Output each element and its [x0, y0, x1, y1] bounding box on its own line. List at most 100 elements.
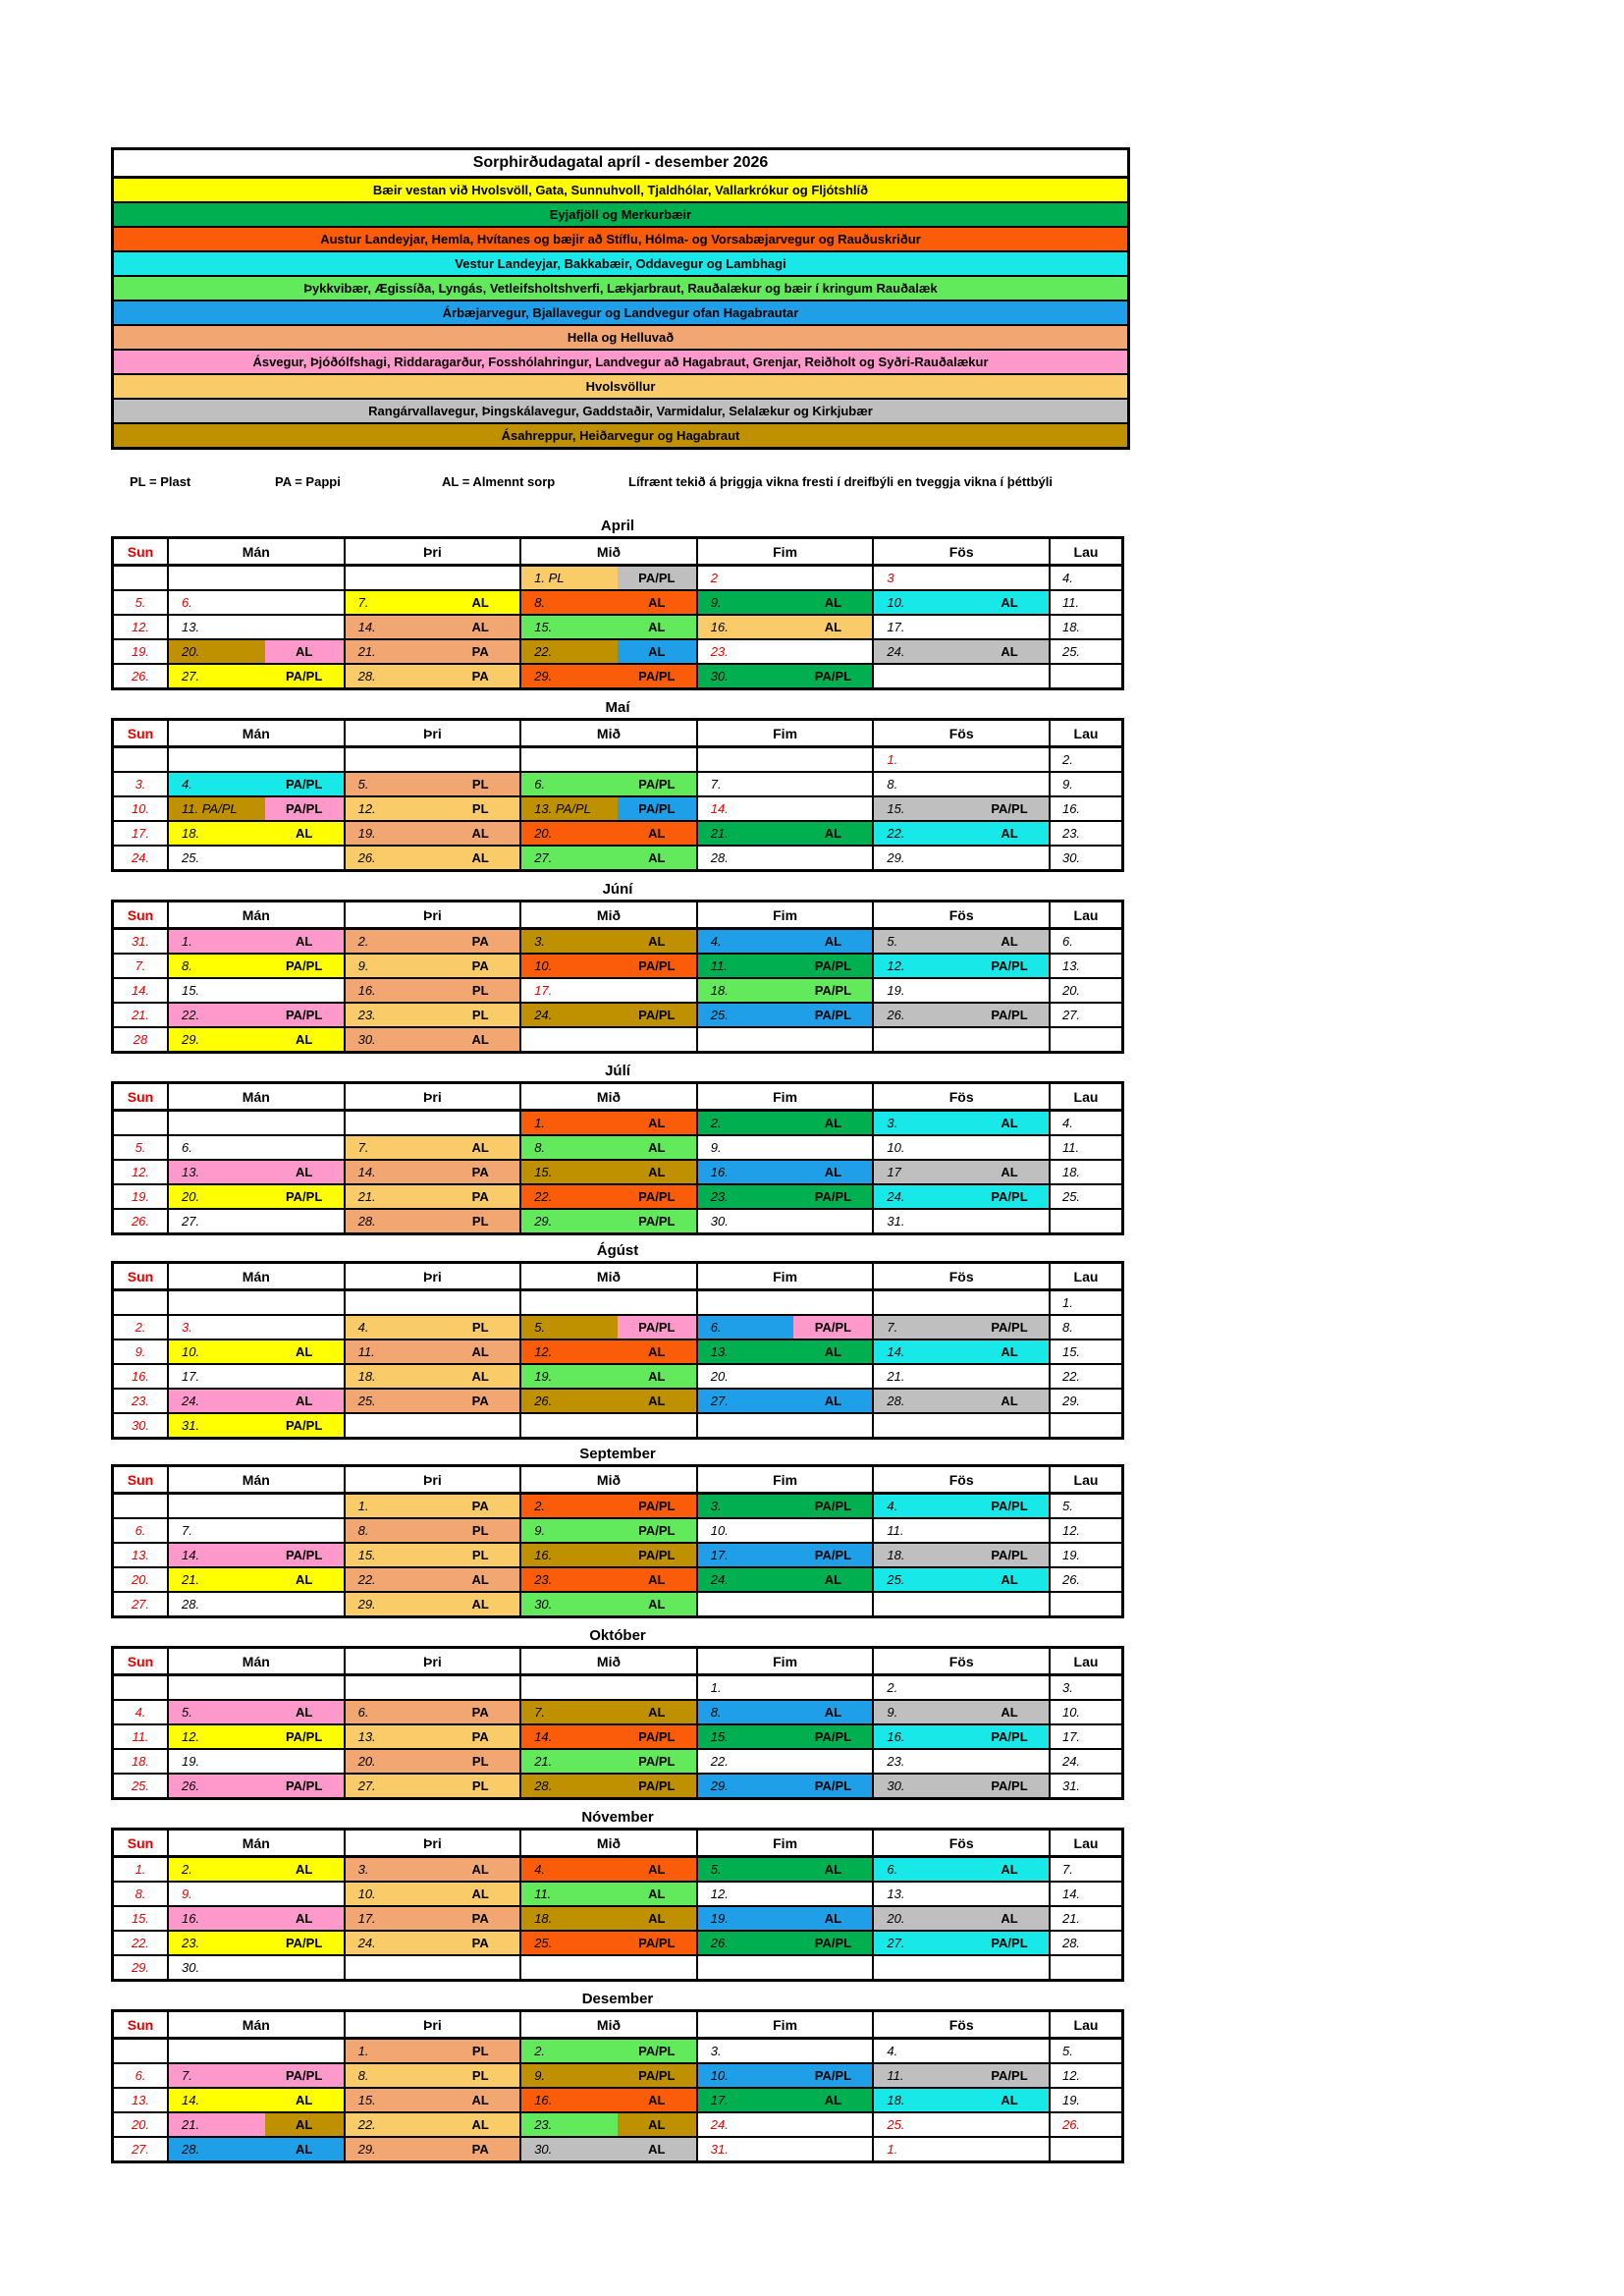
day-cell — [169, 567, 346, 589]
day-number-half — [345, 1291, 442, 1314]
day-cell: 17. PA — [345, 1907, 522, 1930]
weekday-header: Mán — [169, 902, 346, 927]
day-number-half: 1. — [169, 930, 265, 953]
day-number: 2. — [357, 934, 369, 949]
day-number: 18. — [1061, 1165, 1081, 1179]
day-number-half: 22. — [874, 822, 971, 845]
month-section: Desember Sun Mán Þri Mið Fim Fös Lau 1. PL 2. PA/PL… — [111, 1992, 1124, 2163]
day-cell: 4. — [874, 2040, 1051, 2062]
day-number: 16. — [710, 620, 729, 634]
bin-type-label: PA/PL — [991, 801, 1028, 816]
day-number: 5. — [534, 1320, 546, 1335]
day-number: 19. — [534, 1369, 553, 1384]
weekday-header: Mán — [169, 1264, 346, 1288]
day-number-half: 11. — [345, 1340, 442, 1363]
day-cell: 24. AL — [874, 640, 1051, 663]
bin-label-half: AL — [970, 1568, 1049, 1591]
day-number: 7. — [182, 2068, 192, 2083]
day-number: 17 — [887, 1165, 901, 1179]
bin-type-label: AL — [295, 1572, 313, 1587]
day-cell: 5. AL — [697, 1858, 875, 1881]
day-number: 25. — [357, 1394, 376, 1408]
bin-label-half: AL — [970, 930, 1049, 953]
day-number: 7. — [357, 595, 369, 610]
day-number: 14. — [131, 983, 150, 998]
day-cell: 26. — [1050, 2113, 1121, 2136]
bin-label-half — [793, 773, 873, 795]
day-cell — [1050, 665, 1121, 687]
day-number-half: 30. — [521, 1593, 618, 1615]
bin-label-half: PA/PL — [617, 773, 696, 795]
bin-label-half: AL — [793, 1568, 873, 1591]
day-number: 27. — [131, 1597, 150, 1612]
bin-type-label: PL — [471, 1548, 489, 1562]
bin-type-label: PA — [471, 669, 489, 683]
day-number-half: 11. — [697, 955, 794, 977]
bin-label-half — [441, 1291, 520, 1314]
day-cell: 6. — [169, 1136, 346, 1159]
day-number: 19. — [1061, 1548, 1081, 1562]
bin-type-label: PL — [471, 1778, 489, 1793]
day-number-half: 4. — [874, 2040, 971, 2062]
day-cell: 26. PA/PL — [874, 1004, 1051, 1026]
day-number: 12. — [1061, 2068, 1081, 2083]
day-number: 8. — [534, 1140, 546, 1155]
day-number-half — [345, 1676, 442, 1699]
day-cell: 10. PA/PL — [521, 955, 698, 977]
day-number: 17. — [357, 1911, 376, 1926]
day-number: 30. — [182, 1960, 200, 1975]
bin-label-half: AL — [970, 1907, 1049, 1930]
day-number-half: 26. — [169, 1775, 265, 1797]
day-number: 12. — [887, 958, 905, 973]
day-cell: 3. PA/PL — [697, 1495, 875, 1517]
bin-label-half: PA/PL — [793, 1775, 873, 1797]
bin-label-half: AL — [264, 1161, 344, 1183]
day-number: 29. — [357, 1597, 376, 1612]
week-row: 5. 6. 7. AL 8. AL 9. 10. 11. — [114, 1136, 1121, 1161]
day-number-half — [874, 665, 971, 687]
bin-type-label: AL — [295, 1032, 313, 1047]
bin-type-label: PA/PL — [814, 1499, 852, 1513]
weekday-header-row: Sun Mán Þri Mið Fim Fös Lau — [114, 1467, 1121, 1495]
bin-label-half: PA/PL — [617, 1544, 696, 1566]
day-number-half: 16. — [521, 1544, 618, 1566]
day-number-half: 29. — [697, 1775, 794, 1797]
day-number: 18. — [534, 1911, 553, 1926]
bin-type-label: AL — [824, 1572, 842, 1587]
weekday-header: Fös — [874, 1467, 1051, 1492]
bin-type-label: PL — [471, 801, 489, 816]
day-number: 21. — [710, 826, 729, 841]
region-row: Árbæjarvegur, Bjallavegur og Landvegur o… — [114, 301, 1127, 326]
bin-type-label: AL — [1001, 826, 1018, 841]
day-number: 10. — [710, 2068, 729, 2083]
day-number-half: 5. — [169, 1701, 265, 1723]
bin-type-label: PA/PL — [285, 777, 323, 792]
day-number-half: 14. — [169, 2089, 265, 2111]
calendar-grid: Sun Mán Þri Mið Fim Fös Lau 1. 2. 3. 4. PA/PL 5. PL 6.… — [111, 718, 1124, 872]
weekday-header: Sun — [114, 1831, 169, 1855]
day-number: 2. — [135, 1320, 146, 1335]
day-number: 1. — [135, 1862, 146, 1877]
bin-label-half — [264, 1136, 344, 1159]
weekday-header: Mán — [169, 539, 346, 564]
day-number-half: 8. — [521, 1136, 618, 1159]
day-number-half: 2 — [697, 567, 794, 589]
day-number-half: 17. — [874, 616, 971, 638]
day-number: 26. — [1061, 2117, 1081, 2132]
day-cell: 20. — [1050, 979, 1121, 1002]
bin-type-label: PA/PL — [991, 958, 1028, 973]
bin-label-half: AL — [970, 1701, 1049, 1723]
bin-label-half: PA/PL — [970, 955, 1049, 977]
bin-type-label: PA/PL — [285, 1548, 323, 1562]
day-cell — [169, 1676, 346, 1699]
week-row: 18. 19. 20. PL 21. PA/PL 22. 23. 24. — [114, 1750, 1121, 1775]
bin-label-half: PA/PL — [617, 1775, 696, 1797]
day-number: 16. — [887, 1729, 905, 1744]
day-number: 15. — [357, 2093, 376, 2107]
bin-type-label: PA/PL — [991, 1548, 1028, 1562]
day-cell: 24. PA/PL — [874, 1185, 1051, 1208]
day-number: 9. — [357, 958, 369, 973]
day-number: 17. — [710, 1548, 729, 1562]
bin-label-half: PA/PL — [793, 955, 873, 977]
day-cell — [1050, 2138, 1121, 2160]
